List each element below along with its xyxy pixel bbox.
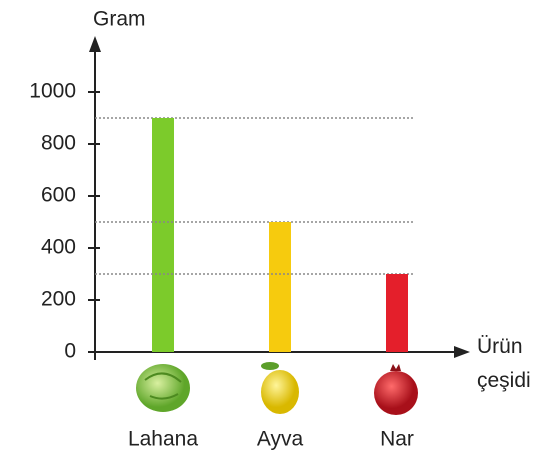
icon-nar [374, 364, 418, 415]
bar [269, 222, 291, 352]
y-axis-label: Gram [93, 8, 146, 31]
x-axis-label: Ürün çeşidi [477, 330, 547, 398]
y-tick-label: 1000 [29, 80, 76, 103]
page: Gram 0 200 400 600 800 1000 Lahana Ayva Nar Ürün… [0, 0, 556, 473]
y-tick-label: 400 [41, 236, 76, 259]
bar [386, 274, 408, 352]
y-tick-label: 800 [41, 132, 76, 155]
x-tick-label: Nar [380, 428, 414, 451]
icon-ayva [261, 362, 299, 414]
x-arrow [454, 346, 470, 358]
bar [152, 118, 174, 352]
chart: Gram 0 200 400 600 800 1000 Lahana Ayva Nar [0, 0, 556, 473]
icon-lahana [136, 364, 190, 412]
y-tick-label: 200 [41, 288, 76, 311]
y-arrow [89, 36, 101, 52]
x-tick-label: Lahana [128, 428, 198, 451]
y-tick-label: 0 [64, 340, 76, 363]
x-tick-label: Ayva [257, 428, 304, 451]
y-tick-label: 600 [41, 184, 76, 207]
